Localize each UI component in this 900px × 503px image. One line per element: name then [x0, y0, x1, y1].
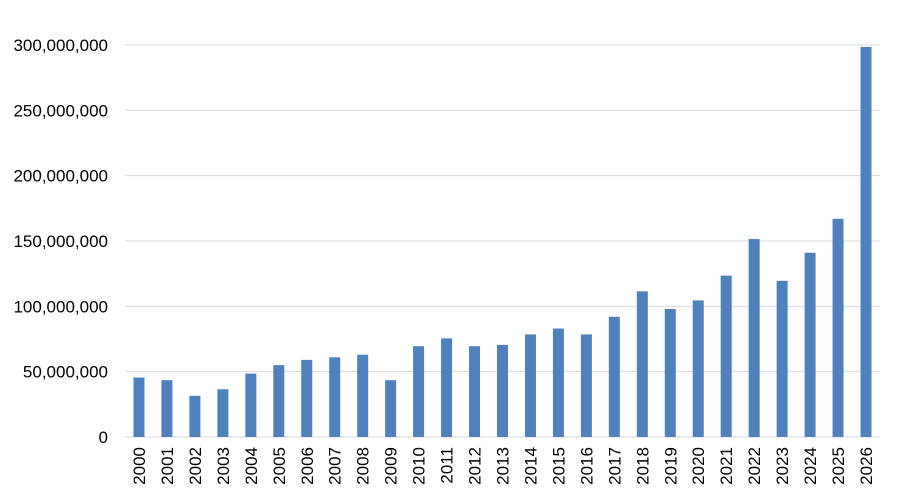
y-tick-label: 300,000,000: [13, 36, 108, 55]
bar: [664, 308, 676, 437]
bar: [636, 291, 648, 437]
bar: [441, 338, 453, 437]
x-tick-label: 2016: [577, 447, 596, 485]
x-tick-label: 2018: [633, 447, 652, 485]
bar: [273, 365, 285, 437]
bar: [497, 344, 508, 437]
bar: [832, 218, 844, 437]
x-tick-label: 2012: [466, 447, 485, 485]
y-tick-label: 200,000,000: [13, 167, 108, 186]
x-tick-label: 2026: [857, 447, 876, 485]
x-tick-label: 2000: [130, 447, 149, 485]
x-tick-label: 2006: [298, 447, 317, 485]
bar: [524, 334, 536, 437]
bar: [860, 46, 872, 438]
x-tick-label: 2007: [326, 447, 345, 485]
x-tick-label: 2002: [186, 447, 205, 485]
x-tick-label: 2023: [773, 447, 792, 485]
bar: [720, 275, 732, 437]
x-tick-label: 2025: [829, 447, 848, 485]
bar: [608, 316, 620, 437]
x-tick-label: 2003: [214, 447, 233, 485]
gridlines: [125, 44, 880, 438]
bar: [217, 389, 229, 437]
x-tick-label: 2015: [549, 447, 568, 485]
y-tick-label: 0: [99, 428, 108, 447]
x-tick-label: 2005: [270, 447, 289, 485]
bar: [357, 354, 369, 437]
x-tick-label: 2024: [801, 447, 820, 485]
bar: [552, 328, 564, 437]
bar: [329, 357, 341, 437]
bar: [385, 380, 397, 437]
y-tick-label: 250,000,000: [13, 101, 108, 120]
bar: [413, 346, 425, 437]
y-tick-label: 100,000,000: [13, 297, 108, 316]
bar: [804, 252, 816, 437]
x-tick-label: 2004: [242, 447, 261, 485]
y-tick-label: 150,000,000: [13, 232, 108, 251]
x-axis-tick-labels: 2000 2001 2002 2003 2004 2005 2006 2007 2008 2009…: [130, 447, 876, 485]
y-axis-tick-labels: 0 50,000,000 100,000,000 150,000,000 200,000…: [13, 36, 108, 447]
x-tick-label: 2022: [745, 447, 764, 485]
x-tick-label: 2009: [382, 447, 401, 485]
bar: [161, 380, 173, 437]
x-tick-label: 2021: [717, 447, 736, 485]
bar: [748, 239, 760, 437]
bar: [469, 346, 481, 437]
x-tick-label: 2011: [438, 447, 457, 484]
x-tick-label: 2020: [689, 447, 708, 485]
x-tick-label: 2013: [494, 447, 513, 485]
x-tick-label: 2008: [354, 447, 373, 485]
bar: [580, 334, 592, 437]
bar: [133, 377, 145, 437]
x-tick-label: 2019: [661, 447, 680, 485]
bar: [189, 395, 201, 437]
bar: [692, 300, 704, 437]
bar: [245, 373, 257, 437]
x-tick-label: 2014: [521, 447, 540, 485]
x-tick-label: 2001: [158, 447, 177, 485]
bar: [776, 280, 788, 437]
x-tick-label: 2010: [410, 447, 429, 485]
y-tick-label: 50,000,000: [23, 363, 108, 382]
bar: [301, 359, 313, 437]
x-tick-label: 2017: [605, 447, 624, 485]
bars: [133, 46, 872, 438]
